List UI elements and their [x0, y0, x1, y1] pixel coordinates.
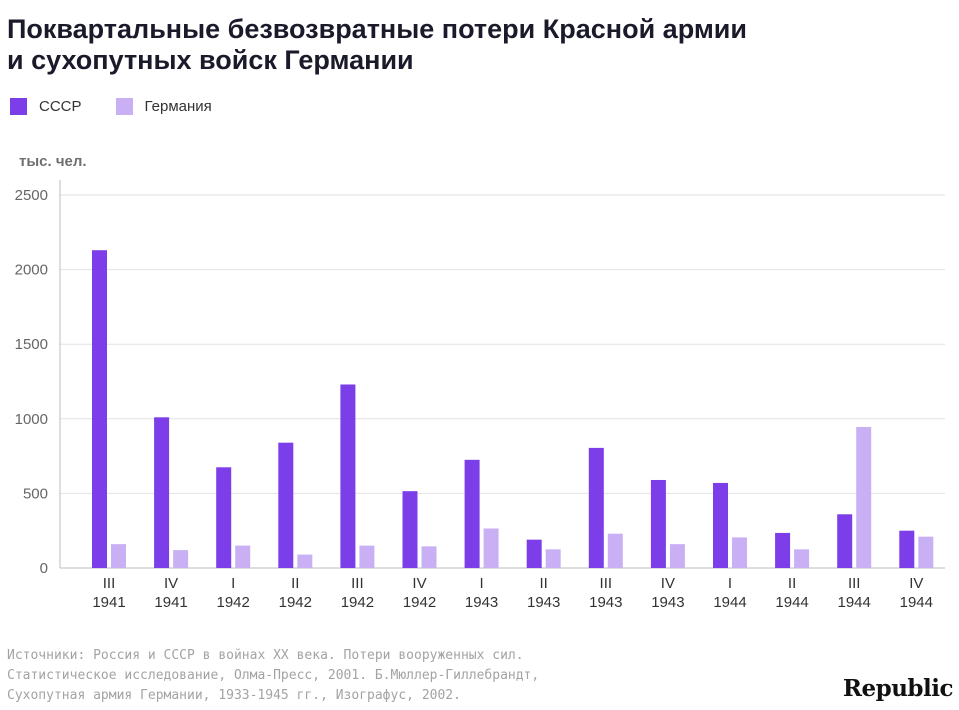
x-tick-year-5: 1942	[403, 594, 436, 611]
x-tick-year-6: 1943	[465, 594, 498, 611]
legend-swatch-ussr	[10, 98, 27, 115]
chart-title: Поквартальные безвозвратные потери Красн…	[7, 14, 947, 76]
legend-item-ussr: СССР	[10, 98, 82, 115]
bar-ussr-12	[837, 514, 853, 568]
x-tick-quarter-3: II	[291, 575, 299, 592]
x-tick-quarter-0: III	[103, 575, 116, 592]
x-tick-year-3: 1942	[279, 594, 312, 611]
bar-ussr-1	[154, 417, 170, 568]
bar-germany-2	[235, 545, 251, 568]
x-tick-quarter-5: IV	[412, 575, 426, 592]
bar-ussr-13	[899, 530, 915, 568]
x-tick-year-1: 1941	[154, 594, 187, 611]
x-tick-year-8: 1943	[589, 594, 622, 611]
y-tick-label-500: 500	[23, 485, 48, 502]
bar-ussr-5	[402, 491, 418, 568]
chart-title-line-1: Поквартальные безвозвратные потери Красн…	[7, 14, 747, 44]
x-tick-quarter-7: II	[540, 575, 548, 592]
bar-germany-11	[794, 549, 810, 568]
y-tick-label-1500: 1500	[15, 336, 48, 353]
legend-item-germany: Германия	[115, 98, 212, 115]
bar-ussr-8	[588, 447, 604, 568]
x-tick-year-12: 1944	[838, 594, 871, 611]
bar-germany-0	[111, 544, 126, 568]
x-tick-quarter-6: I	[480, 575, 484, 592]
bar-ussr-10	[713, 482, 728, 568]
x-tick-year-9: 1943	[651, 594, 684, 611]
x-tick-quarter-1: IV	[164, 575, 178, 592]
x-tick-year-11: 1944	[775, 594, 808, 611]
legend-label-germany: Германия	[144, 98, 212, 115]
source-line-3: Сухопутная армия Германии, 1933-1945 гг.…	[7, 688, 461, 703]
x-tick-quarter-13: IV	[909, 575, 923, 592]
bar-ussr-2	[216, 467, 232, 568]
bar-ussr-7	[526, 539, 542, 568]
bar-ussr-0	[92, 250, 107, 569]
source-line-1: Источники: Россия и СССР в войнах XX век…	[7, 648, 524, 663]
y-tick-label-2500: 2500	[15, 187, 48, 204]
bar-germany-3	[297, 554, 313, 568]
x-tick-year-0: 1941	[92, 594, 125, 611]
republic-logo: Republic	[842, 675, 954, 702]
legend-swatch-germany	[115, 98, 133, 115]
x-tick-quarter-2: I	[231, 575, 235, 592]
bar-germany-6	[483, 528, 499, 568]
legend: СССР Германия	[10, 98, 246, 115]
bar-germany-5	[421, 546, 437, 568]
y-axis-unit-label: тыс. чел.	[19, 153, 87, 170]
bar-germany-12	[856, 427, 872, 568]
bar-chart: 05001000150020002500III1941IV1941I1942II…	[15, 180, 945, 611]
bar-germany-8	[607, 533, 623, 568]
x-tick-year-10: 1944	[713, 594, 746, 611]
bar-germany-9	[669, 544, 685, 568]
x-tick-quarter-9: IV	[661, 575, 675, 592]
bar-ussr-3	[278, 442, 294, 568]
bar-ussr-9	[650, 479, 666, 568]
y-tick-label-0: 0	[40, 560, 48, 577]
bar-germany-7	[545, 549, 561, 568]
x-tick-year-7: 1943	[527, 594, 560, 611]
chart-title-line-2: и сухопутных войск Германии	[7, 45, 414, 75]
bar-germany-13	[918, 536, 934, 568]
x-tick-quarter-12: III	[848, 575, 861, 592]
x-tick-year-13: 1944	[900, 594, 933, 611]
x-tick-year-2: 1942	[217, 594, 250, 611]
y-tick-label-1000: 1000	[15, 411, 48, 428]
x-tick-quarter-10: I	[728, 575, 732, 592]
bar-ussr-4	[340, 384, 356, 568]
source-note: Источники: Россия и СССР в войнах XX век…	[7, 646, 539, 706]
x-tick-quarter-4: III	[351, 575, 364, 592]
y-tick-label-2000: 2000	[15, 262, 48, 279]
bar-germany-4	[359, 545, 375, 568]
source-line-2: Статистическое исследование, Олма-Пресс,…	[7, 668, 540, 683]
x-tick-year-4: 1942	[341, 594, 374, 611]
x-tick-quarter-11: II	[788, 575, 796, 592]
x-tick-quarter-8: III	[600, 575, 613, 592]
bar-ussr-6	[464, 459, 480, 568]
bar-germany-10	[732, 537, 747, 568]
bar-ussr-11	[775, 532, 791, 568]
bar-germany-1	[173, 550, 189, 568]
legend-label-ussr: СССР	[39, 98, 82, 115]
